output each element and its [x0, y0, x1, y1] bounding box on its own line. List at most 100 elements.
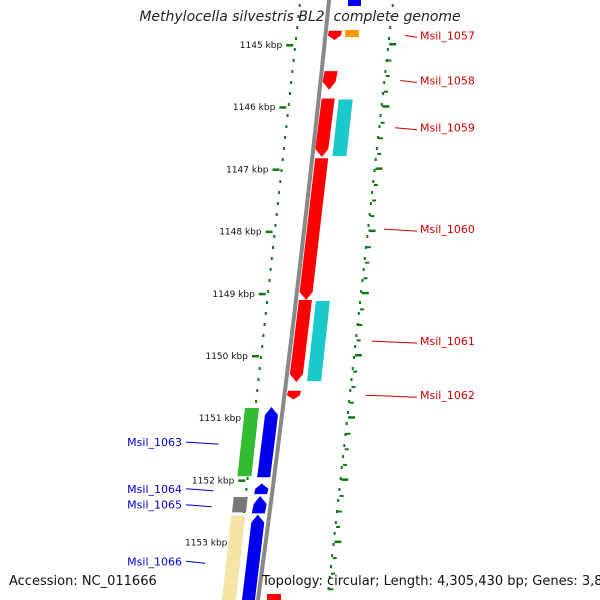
minor-tick: [349, 401, 354, 404]
cyan-feature: [307, 301, 330, 382]
gene-label: Msil_1064: [127, 483, 182, 496]
ring-dot-right: [383, 81, 386, 84]
ring-dot-left: [257, 378, 260, 381]
ring-dot-left: [275, 213, 278, 216]
gene-arrow: [241, 514, 265, 600]
ring-dot-left: [246, 477, 249, 480]
ring-dot-right: [365, 246, 367, 249]
ring-dot-right: [340, 466, 343, 469]
label-leader-line: [405, 34, 418, 38]
ring-dot-right: [355, 334, 358, 337]
ring-dot-left: [272, 246, 274, 249]
minor-tick: [356, 339, 361, 342]
ring-dot-right: [351, 367, 354, 370]
accession-text: Accession: NC_011666: [9, 574, 157, 589]
gene-labels: Msil_1057 Msil_1058 Msil_1059 Msil_1060 Msil…: [127, 29, 475, 568]
ring-dot-right: [328, 576, 331, 579]
ring-dot-right: [330, 565, 332, 568]
ring-dot-left: [258, 367, 261, 370]
ring-dot-left: [255, 400, 258, 403]
ring-dot-left: [259, 356, 262, 359]
ring-dot-left: [289, 92, 291, 95]
minor-tick: [360, 308, 365, 311]
beige-feature: [221, 515, 246, 600]
ring-dot-right: [386, 48, 389, 51]
minor-tick: [384, 90, 388, 93]
ring-dot-left: [262, 334, 265, 337]
minor-tick: [353, 370, 358, 373]
tick-label: 1150 kbp: [205, 352, 248, 362]
ring-dot-left: [256, 389, 259, 392]
gene-arrow: [322, 71, 338, 90]
ring-dot-left: [296, 26, 299, 29]
tick-mark: [348, 416, 356, 419]
ring-dot-left: [295, 37, 297, 40]
ring-dot-left: [293, 48, 296, 51]
ring-dot-right: [363, 257, 366, 260]
ring-dot-right: [343, 444, 346, 447]
tick-mark: [272, 168, 280, 171]
tick-mark: [251, 355, 259, 358]
ring-dot-right: [331, 554, 334, 557]
ring-dot-left: [261, 345, 264, 348]
label-leader-line: [365, 394, 418, 398]
tick-label: 1153 kbp: [185, 539, 228, 549]
gene-label: Msil_1065: [127, 499, 182, 512]
ring-dot-right: [369, 202, 372, 205]
ring-dot-right: [359, 301, 361, 304]
orange-feature: [345, 30, 359, 37]
minor-tick: [377, 152, 382, 155]
gene-arrow: [251, 496, 267, 514]
tick-label: 1147 kbp: [226, 165, 269, 175]
ring-dot-left: [276, 202, 279, 205]
ring-dot-right: [377, 136, 380, 139]
label-leader-line: [400, 80, 418, 83]
ring-dot-right: [372, 180, 375, 183]
minor-tick: [372, 199, 377, 202]
ring-dot-right: [373, 169, 376, 172]
minor-tick: [346, 432, 351, 435]
ring-dot-left: [284, 136, 287, 139]
minor-tick: [332, 557, 337, 560]
topology-text: Topology: circular; Length: 4,305,430 bp…: [262, 574, 600, 589]
tick-mark: [334, 540, 342, 544]
tick-label: 1151 kbp: [199, 414, 242, 424]
minor-tick: [358, 323, 363, 326]
ring-dot-right: [339, 477, 342, 480]
bottom-forward-gene: [267, 594, 281, 600]
ring-dot-right: [371, 191, 374, 194]
label-leader-line: [185, 488, 214, 492]
ring-dot-right: [378, 125, 381, 128]
ring-dot-left: [285, 125, 288, 128]
ring-dot-right: [334, 521, 337, 524]
ring-dot-left: [292, 59, 295, 62]
label-leader-line: [185, 560, 206, 564]
minor-tick: [380, 121, 385, 124]
ring-dot-right: [345, 422, 348, 425]
backbone-layer: [256, 0, 332, 600]
ring-dot-right: [356, 323, 359, 326]
cyan-feature: [332, 99, 353, 156]
minor-tick: [373, 184, 378, 186]
ring-dot-left: [267, 290, 270, 293]
ring-dot-right: [379, 114, 382, 117]
label-leader-line: [371, 340, 418, 344]
ring-dot-right: [390, 15, 393, 18]
gene-label: Msil_1059: [420, 122, 475, 135]
tick-label: 1145 kbp: [240, 41, 283, 51]
ring-dot-right: [366, 235, 369, 238]
ring-dot-right: [346, 411, 349, 414]
ring-dot-right: [375, 147, 378, 150]
ring-dot-right: [349, 389, 352, 392]
ring-dot-left: [287, 103, 290, 106]
minor-tick: [344, 448, 349, 451]
minor-tick: [336, 526, 341, 528]
minor-tick: [370, 215, 375, 218]
ring-dot-right: [352, 356, 355, 359]
ring-dot-left: [290, 81, 293, 84]
minor-tick: [378, 137, 383, 140]
ring-dot-left: [269, 268, 272, 271]
ring-dot-left: [282, 147, 285, 150]
label-leader-line: [395, 127, 418, 131]
minor-tick: [351, 386, 356, 389]
